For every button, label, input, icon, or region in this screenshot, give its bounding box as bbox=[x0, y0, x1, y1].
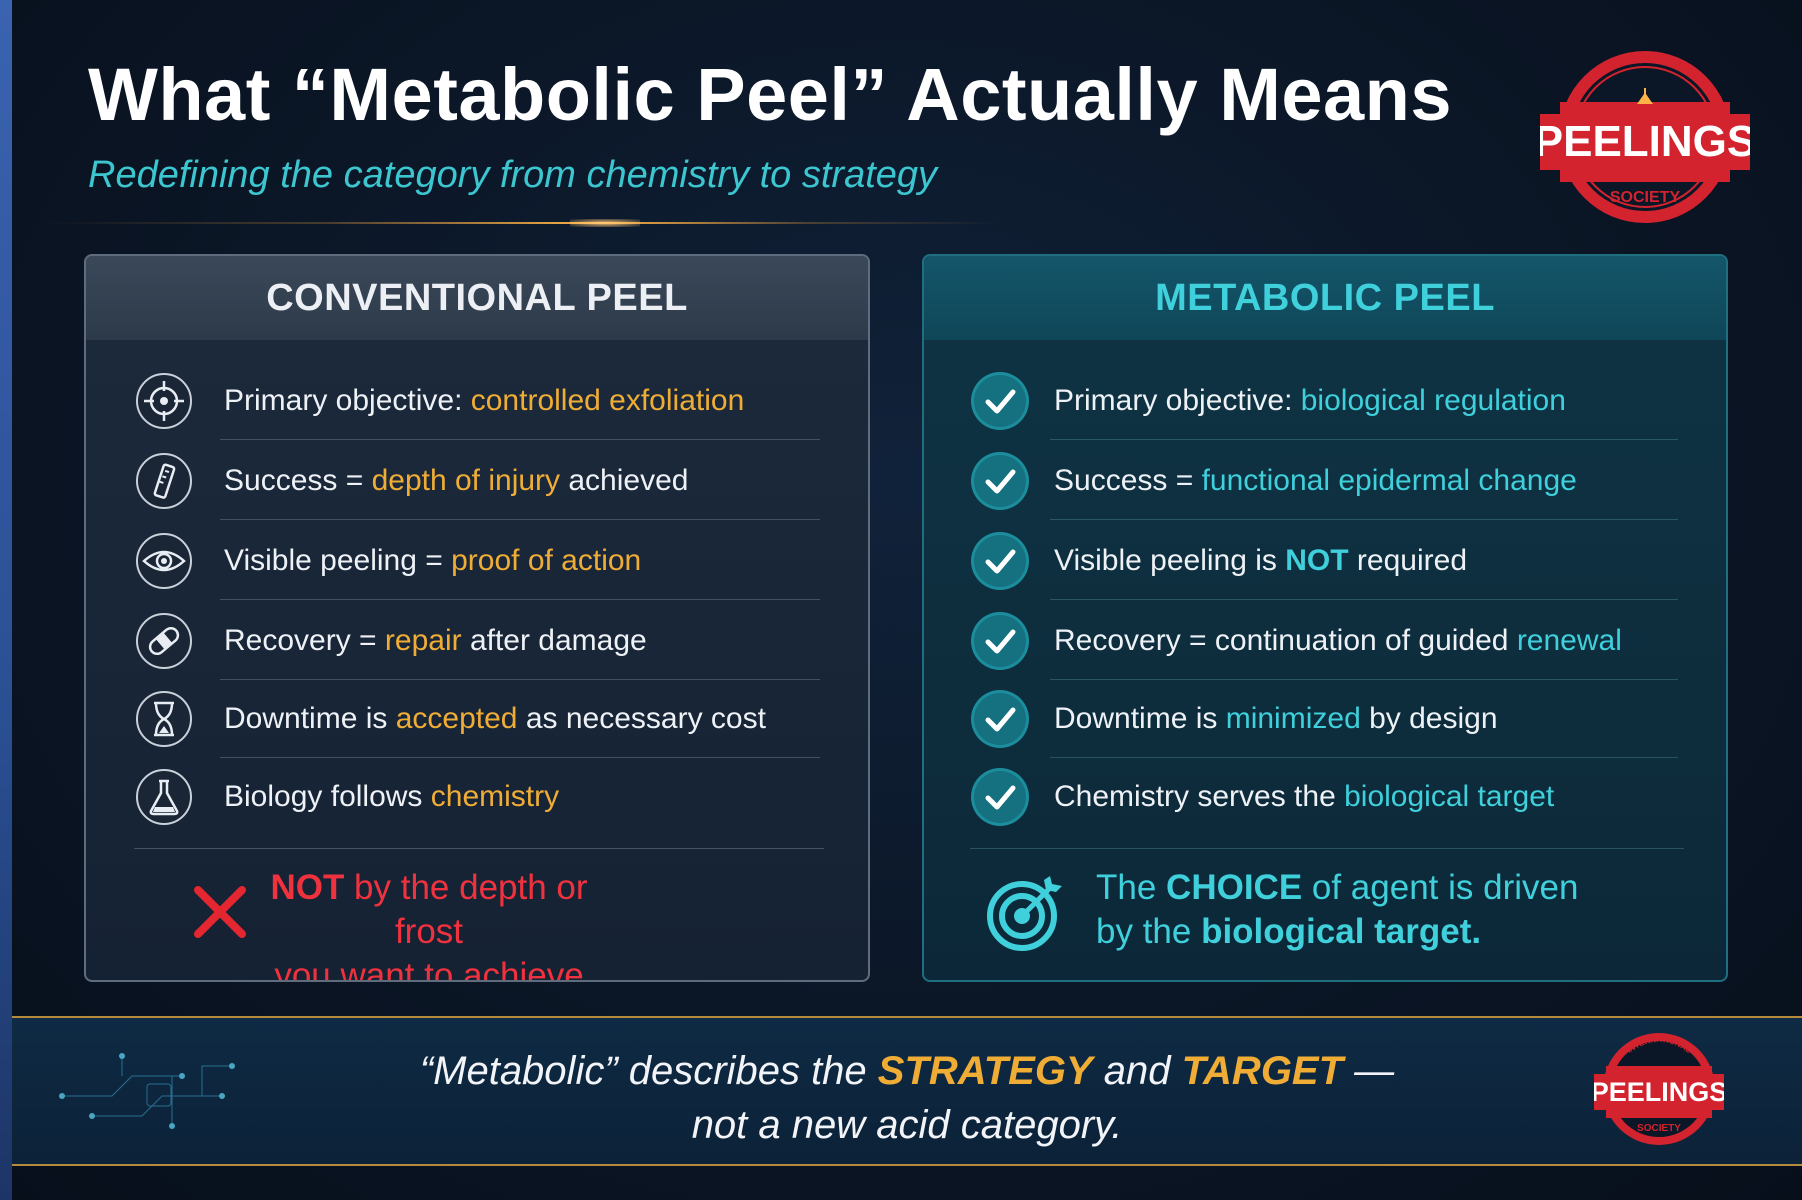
x-icon bbox=[194, 886, 246, 938]
row-divider bbox=[220, 519, 820, 520]
row-text: Visible peeling is NOT required bbox=[1054, 544, 1467, 577]
row-text: Recovery = continuation of guided renewa… bbox=[1054, 624, 1622, 657]
row-divider bbox=[1050, 757, 1678, 758]
list-item: Downtime is minimized by design bbox=[924, 680, 1726, 758]
bandage-icon bbox=[134, 611, 194, 671]
flask-icon bbox=[134, 767, 194, 827]
row-divider bbox=[1050, 519, 1678, 520]
list-item: Recovery = repair after damage bbox=[86, 602, 868, 680]
list-item: Biology follows chemistry bbox=[86, 758, 868, 836]
check-icon bbox=[970, 689, 1030, 749]
row-text: Downtime is accepted as necessary cost bbox=[224, 702, 766, 735]
list-item: Primary objective: controlled exfoliatio… bbox=[86, 362, 868, 440]
ruler-icon bbox=[134, 451, 194, 511]
list-item: Success = functional epidermal change bbox=[924, 442, 1726, 520]
peelings-society-badge-small: INTERNATIONAL PEELINGS SOCIETY bbox=[1594, 1033, 1724, 1145]
check-icon bbox=[970, 611, 1030, 671]
metabolic-heading: METABOLIC PEEL bbox=[924, 256, 1726, 340]
row-divider bbox=[1050, 439, 1678, 440]
conventional-note: NOT by the depth or frost you want to ach… bbox=[86, 856, 868, 980]
footer-band: “Metabolic” describes the STRATEGY and T… bbox=[12, 1016, 1802, 1166]
row-divider bbox=[220, 599, 820, 600]
page-title: What “Metabolic Peel” Actually Means bbox=[88, 53, 1453, 136]
list-item: Downtime is accepted as necessary cost bbox=[86, 680, 868, 758]
row-text: Visible peeling = proof of action bbox=[224, 544, 642, 577]
list-item: Visible peeling = proof of action bbox=[86, 522, 868, 600]
list-item: Visible peeling is NOT required bbox=[924, 522, 1726, 600]
metabolic-note-text: The CHOICE of agent is driven by the biol… bbox=[1096, 868, 1579, 951]
check-icon bbox=[970, 531, 1030, 591]
conventional-peel-panel: CONVENTIONAL PEEL Primary objective: con… bbox=[84, 254, 870, 982]
check-icon bbox=[970, 767, 1030, 827]
metabolic-peel-panel: METABOLIC PEEL Primary objective: biolog… bbox=[922, 254, 1728, 982]
row-divider bbox=[1050, 599, 1678, 600]
list-item: Recovery = continuation of guided renewa… bbox=[924, 602, 1726, 680]
badge-small-bottom-text: SOCIETY bbox=[1637, 1123, 1681, 1134]
check-icon bbox=[970, 371, 1030, 431]
row-text: Chemistry serves the biological target bbox=[1054, 780, 1555, 813]
left-edge-bar bbox=[0, 0, 12, 1200]
page-subtitle: Redefining the category from chemistry t… bbox=[88, 154, 938, 196]
list-item: Primary objective: biological regulation bbox=[924, 362, 1726, 440]
row-divider bbox=[1050, 679, 1678, 680]
row-text: Recovery = repair after damage bbox=[224, 624, 647, 657]
row-divider bbox=[220, 679, 820, 680]
row-text: Success = functional epidermal change bbox=[1054, 464, 1577, 497]
badge-bottom-text: SOCIETY bbox=[1610, 189, 1681, 206]
row-text: Success = depth of injury achieved bbox=[224, 464, 689, 497]
crosshair-icon bbox=[134, 371, 194, 431]
hourglass-icon bbox=[134, 689, 194, 749]
list-item: Success = depth of injury achieved bbox=[86, 442, 868, 520]
flask-icon bbox=[1637, 88, 1653, 104]
row-text: Primary objective: biological regulation bbox=[1054, 384, 1566, 417]
circuit-decoration bbox=[59, 1053, 235, 1129]
conventional-note-text: NOT by the depth or frost you want to ach… bbox=[270, 868, 588, 982]
panel-divider bbox=[134, 848, 824, 849]
row-divider bbox=[220, 439, 820, 440]
title-divider bbox=[40, 219, 1000, 227]
metabolic-note: The CHOICE of agent is driven by the biol… bbox=[924, 856, 1726, 966]
list-item: Chemistry serves the biological target bbox=[924, 758, 1726, 836]
conventional-heading: CONVENTIONAL PEEL bbox=[86, 256, 868, 340]
row-divider bbox=[220, 757, 820, 758]
row-text: Downtime is minimized by design bbox=[1054, 702, 1498, 735]
target-icon bbox=[987, 876, 1062, 951]
panel-divider bbox=[970, 848, 1684, 849]
footer-quote: “Metabolic” describes the STRATEGY and T… bbox=[419, 1049, 1395, 1147]
check-icon bbox=[970, 451, 1030, 511]
row-text: Biology follows chemistry bbox=[224, 780, 560, 813]
badge-small-main-text: PEELINGS bbox=[1594, 1077, 1724, 1107]
row-text: Primary objective: controlled exfoliatio… bbox=[224, 384, 745, 417]
badge-main-text: PEELINGS bbox=[1540, 117, 1750, 166]
peelings-society-badge: INTERNATIONAL PEELINGS SOCIETY bbox=[1540, 50, 1750, 223]
eye-icon bbox=[134, 531, 194, 591]
